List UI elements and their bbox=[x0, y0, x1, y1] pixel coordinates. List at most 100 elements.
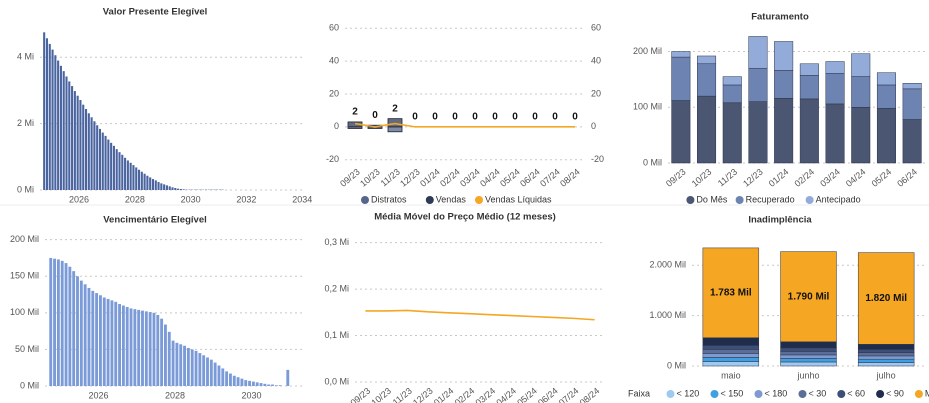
bar bbox=[198, 353, 202, 386]
chart-title: Valor Presente Elegível bbox=[103, 7, 208, 18]
bar-segment bbox=[748, 67, 768, 102]
y-tick-label: 60 bbox=[329, 23, 339, 33]
bar bbox=[115, 149, 118, 190]
bar-segment bbox=[876, 108, 896, 164]
data-label: 0 bbox=[492, 111, 498, 122]
legend-swatch bbox=[666, 390, 675, 398]
bar bbox=[102, 297, 106, 386]
bar-segment bbox=[799, 63, 819, 76]
x-tick-label: 06/24 bbox=[895, 167, 919, 189]
y-tick-label: 0,3 Mi bbox=[324, 237, 349, 247]
y-tick-label: 40 bbox=[329, 56, 339, 66]
bar-segment bbox=[780, 251, 837, 343]
bar bbox=[174, 188, 177, 190]
bar-segment bbox=[902, 83, 922, 90]
bar bbox=[129, 162, 132, 190]
x-tick-label: 06/24 bbox=[518, 167, 542, 189]
bar bbox=[177, 188, 180, 190]
bar-segment bbox=[722, 84, 742, 104]
x-tick-label: 03/24 bbox=[818, 167, 842, 189]
bar bbox=[151, 179, 155, 190]
bar bbox=[143, 173, 146, 190]
bar-segment bbox=[702, 361, 760, 367]
bar-segment bbox=[702, 353, 760, 358]
x-tick-label: 07/24 bbox=[538, 167, 562, 189]
bar-segment bbox=[825, 61, 845, 74]
bar-segment bbox=[780, 351, 837, 356]
bar bbox=[121, 154, 124, 190]
x-tick-label: 12/23 bbox=[741, 167, 765, 189]
bar-segment bbox=[851, 53, 871, 77]
bar bbox=[167, 331, 171, 386]
x-tick-label: 10/23 bbox=[369, 386, 393, 403]
bar-segment bbox=[780, 341, 837, 349]
legend-swatch bbox=[754, 390, 763, 398]
bar bbox=[96, 125, 99, 190]
bar bbox=[278, 385, 282, 386]
bar-segment bbox=[876, 84, 896, 109]
bar bbox=[152, 312, 156, 386]
bar bbox=[271, 384, 274, 386]
bar-segment bbox=[799, 98, 819, 164]
bar bbox=[132, 165, 135, 190]
bar bbox=[232, 375, 236, 386]
bar-segment bbox=[857, 252, 915, 345]
y-tick-label: 0 Mi bbox=[17, 184, 34, 194]
bar bbox=[79, 280, 83, 386]
legend-label: Maior que 180 bbox=[925, 388, 929, 398]
bar-segment bbox=[780, 361, 837, 367]
bar bbox=[48, 43, 51, 190]
x-tick-label: 01/24 bbox=[767, 167, 791, 189]
bar-segment bbox=[857, 362, 915, 367]
legend-swatch bbox=[361, 196, 369, 204]
bar bbox=[110, 300, 114, 386]
bar bbox=[62, 71, 65, 190]
chart-title: Inadimplência bbox=[748, 215, 812, 226]
x-tick-label: 2028 bbox=[165, 390, 185, 400]
bar bbox=[72, 271, 76, 386]
bar-segment bbox=[825, 103, 845, 164]
y-tick-label: 100 Mil bbox=[10, 307, 39, 317]
bar bbox=[71, 86, 74, 190]
bar bbox=[183, 345, 186, 386]
bar bbox=[135, 167, 138, 190]
bar bbox=[171, 340, 175, 386]
bar bbox=[149, 177, 152, 190]
bar bbox=[179, 344, 183, 386]
x-tick-label: 10/23 bbox=[358, 167, 382, 189]
bar bbox=[106, 298, 110, 386]
x-tick-label: 2026 bbox=[69, 194, 89, 204]
bar-segment bbox=[902, 88, 922, 120]
line bbox=[354, 122, 575, 128]
legend-swatch bbox=[914, 390, 923, 398]
bar bbox=[60, 260, 64, 386]
bar-segment bbox=[780, 358, 837, 363]
bar bbox=[179, 189, 182, 190]
bar bbox=[164, 324, 167, 386]
legend-label: < 150 bbox=[721, 388, 744, 398]
bar bbox=[217, 365, 221, 386]
x-tick-label: 08/24 bbox=[578, 386, 602, 403]
legend-swatch bbox=[876, 390, 885, 398]
bar-segment bbox=[857, 352, 915, 357]
data-label: 1.783 Mil bbox=[710, 287, 752, 298]
bar bbox=[225, 371, 229, 386]
data-label: 0 bbox=[452, 111, 458, 122]
bar-segment bbox=[851, 76, 871, 108]
chart-title: Média Móvel do Preço Médio (12 meses) bbox=[374, 212, 556, 223]
data-label: 0 bbox=[512, 111, 518, 122]
x-tick-label: 04/24 bbox=[478, 167, 502, 189]
legend-label: Do Mês bbox=[696, 194, 728, 204]
legend-swatch bbox=[710, 390, 719, 398]
bar-segment bbox=[702, 337, 760, 346]
data-label: 2 bbox=[392, 103, 398, 114]
bar bbox=[83, 284, 87, 386]
bar bbox=[133, 309, 137, 386]
data-label: 0 bbox=[432, 111, 438, 122]
bar bbox=[68, 81, 71, 190]
x-tick-label: julho bbox=[876, 370, 896, 380]
bar bbox=[213, 362, 217, 386]
bar-segment bbox=[902, 119, 922, 164]
y-tick-label: 0 Mil bbox=[643, 157, 662, 167]
bar-segment bbox=[857, 358, 915, 363]
